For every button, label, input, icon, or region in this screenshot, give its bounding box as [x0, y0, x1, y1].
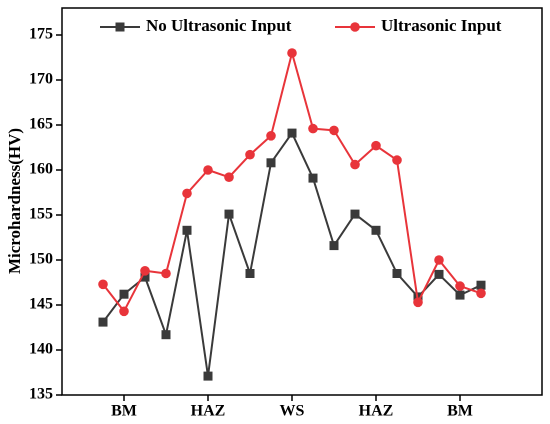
y-tick-label: 150: [29, 251, 53, 268]
x-tick-label: BM: [447, 403, 473, 420]
series-line: [102, 52, 482, 313]
y-tick-label: 145: [29, 296, 53, 313]
data-point: [308, 123, 318, 134]
data-point: [98, 317, 108, 327]
data-point: [98, 279, 108, 290]
data-point: [413, 297, 423, 308]
data-point: [245, 149, 255, 160]
data-point: [350, 159, 360, 170]
series-line: [102, 132, 482, 378]
data-point: [245, 269, 255, 278]
data-point: [392, 269, 402, 278]
data-point: [455, 290, 465, 300]
data-point: [203, 371, 213, 381]
x-tick-label: WS: [280, 403, 305, 420]
data-point: [350, 209, 360, 219]
data-point: [329, 125, 339, 136]
x-tick-label: BM: [111, 403, 137, 420]
legend-label: No Ultrasonic Input: [146, 16, 292, 35]
y-tick-label: 140: [29, 341, 53, 358]
data-point: [161, 330, 171, 340]
data-point: [266, 158, 276, 168]
y-tick-label: 160: [29, 161, 53, 178]
data-point: [266, 131, 276, 141]
data-point: [119, 306, 129, 317]
y-tick-label: 155: [29, 206, 53, 223]
legend-marker: [115, 22, 125, 32]
data-point: [161, 268, 171, 279]
data-point: [392, 155, 402, 165]
y-tick-label: 175: [29, 26, 53, 43]
data-point: [476, 288, 486, 299]
data-point: [224, 209, 234, 219]
data-point: [287, 128, 297, 138]
x-tick-label: HAZ: [359, 403, 394, 420]
data-point: [434, 269, 444, 279]
y-axis-title: Microhardness(HV): [5, 128, 24, 274]
y-tick-label: 135: [29, 386, 53, 403]
data-point: [329, 241, 339, 251]
data-point: [308, 173, 318, 183]
data-point: [119, 289, 129, 299]
data-point: [182, 188, 192, 199]
data-point: [371, 140, 381, 151]
data-point: [455, 281, 465, 291]
x-tick-label: HAZ: [191, 403, 226, 420]
data-point: [476, 280, 486, 290]
plot-frame: [61, 7, 543, 396]
data-point: [140, 272, 150, 282]
data-point: [287, 48, 297, 58]
data-point: [203, 165, 213, 175]
data-point: [182, 225, 192, 235]
data-point: [434, 255, 444, 265]
data-point: [371, 225, 381, 235]
legend-label: Ultrasonic Input: [381, 16, 502, 35]
data-point: [224, 172, 234, 182]
y-tick-label: 170: [29, 71, 53, 88]
y-tick-label: 165: [29, 116, 53, 133]
data-point: [140, 266, 150, 276]
legend-marker: [350, 22, 360, 32]
